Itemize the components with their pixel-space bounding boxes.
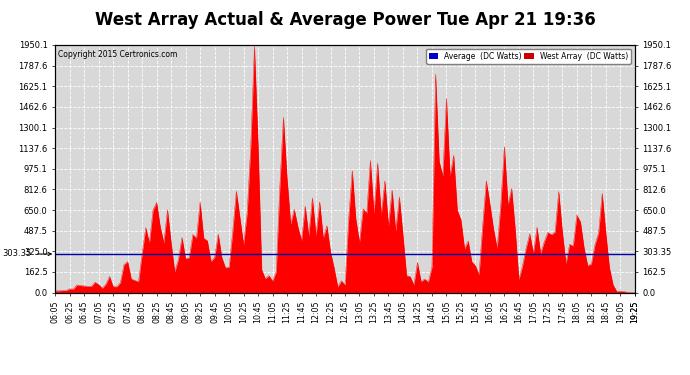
Text: 303.35: 303.35 (3, 249, 51, 258)
Text: Copyright 2015 Certronics.com: Copyright 2015 Certronics.com (58, 50, 177, 59)
Text: West Array Actual & Average Power Tue Apr 21 19:36: West Array Actual & Average Power Tue Ap… (95, 11, 595, 29)
Legend: Average  (DC Watts), West Array  (DC Watts): Average (DC Watts), West Array (DC Watts… (426, 49, 631, 64)
